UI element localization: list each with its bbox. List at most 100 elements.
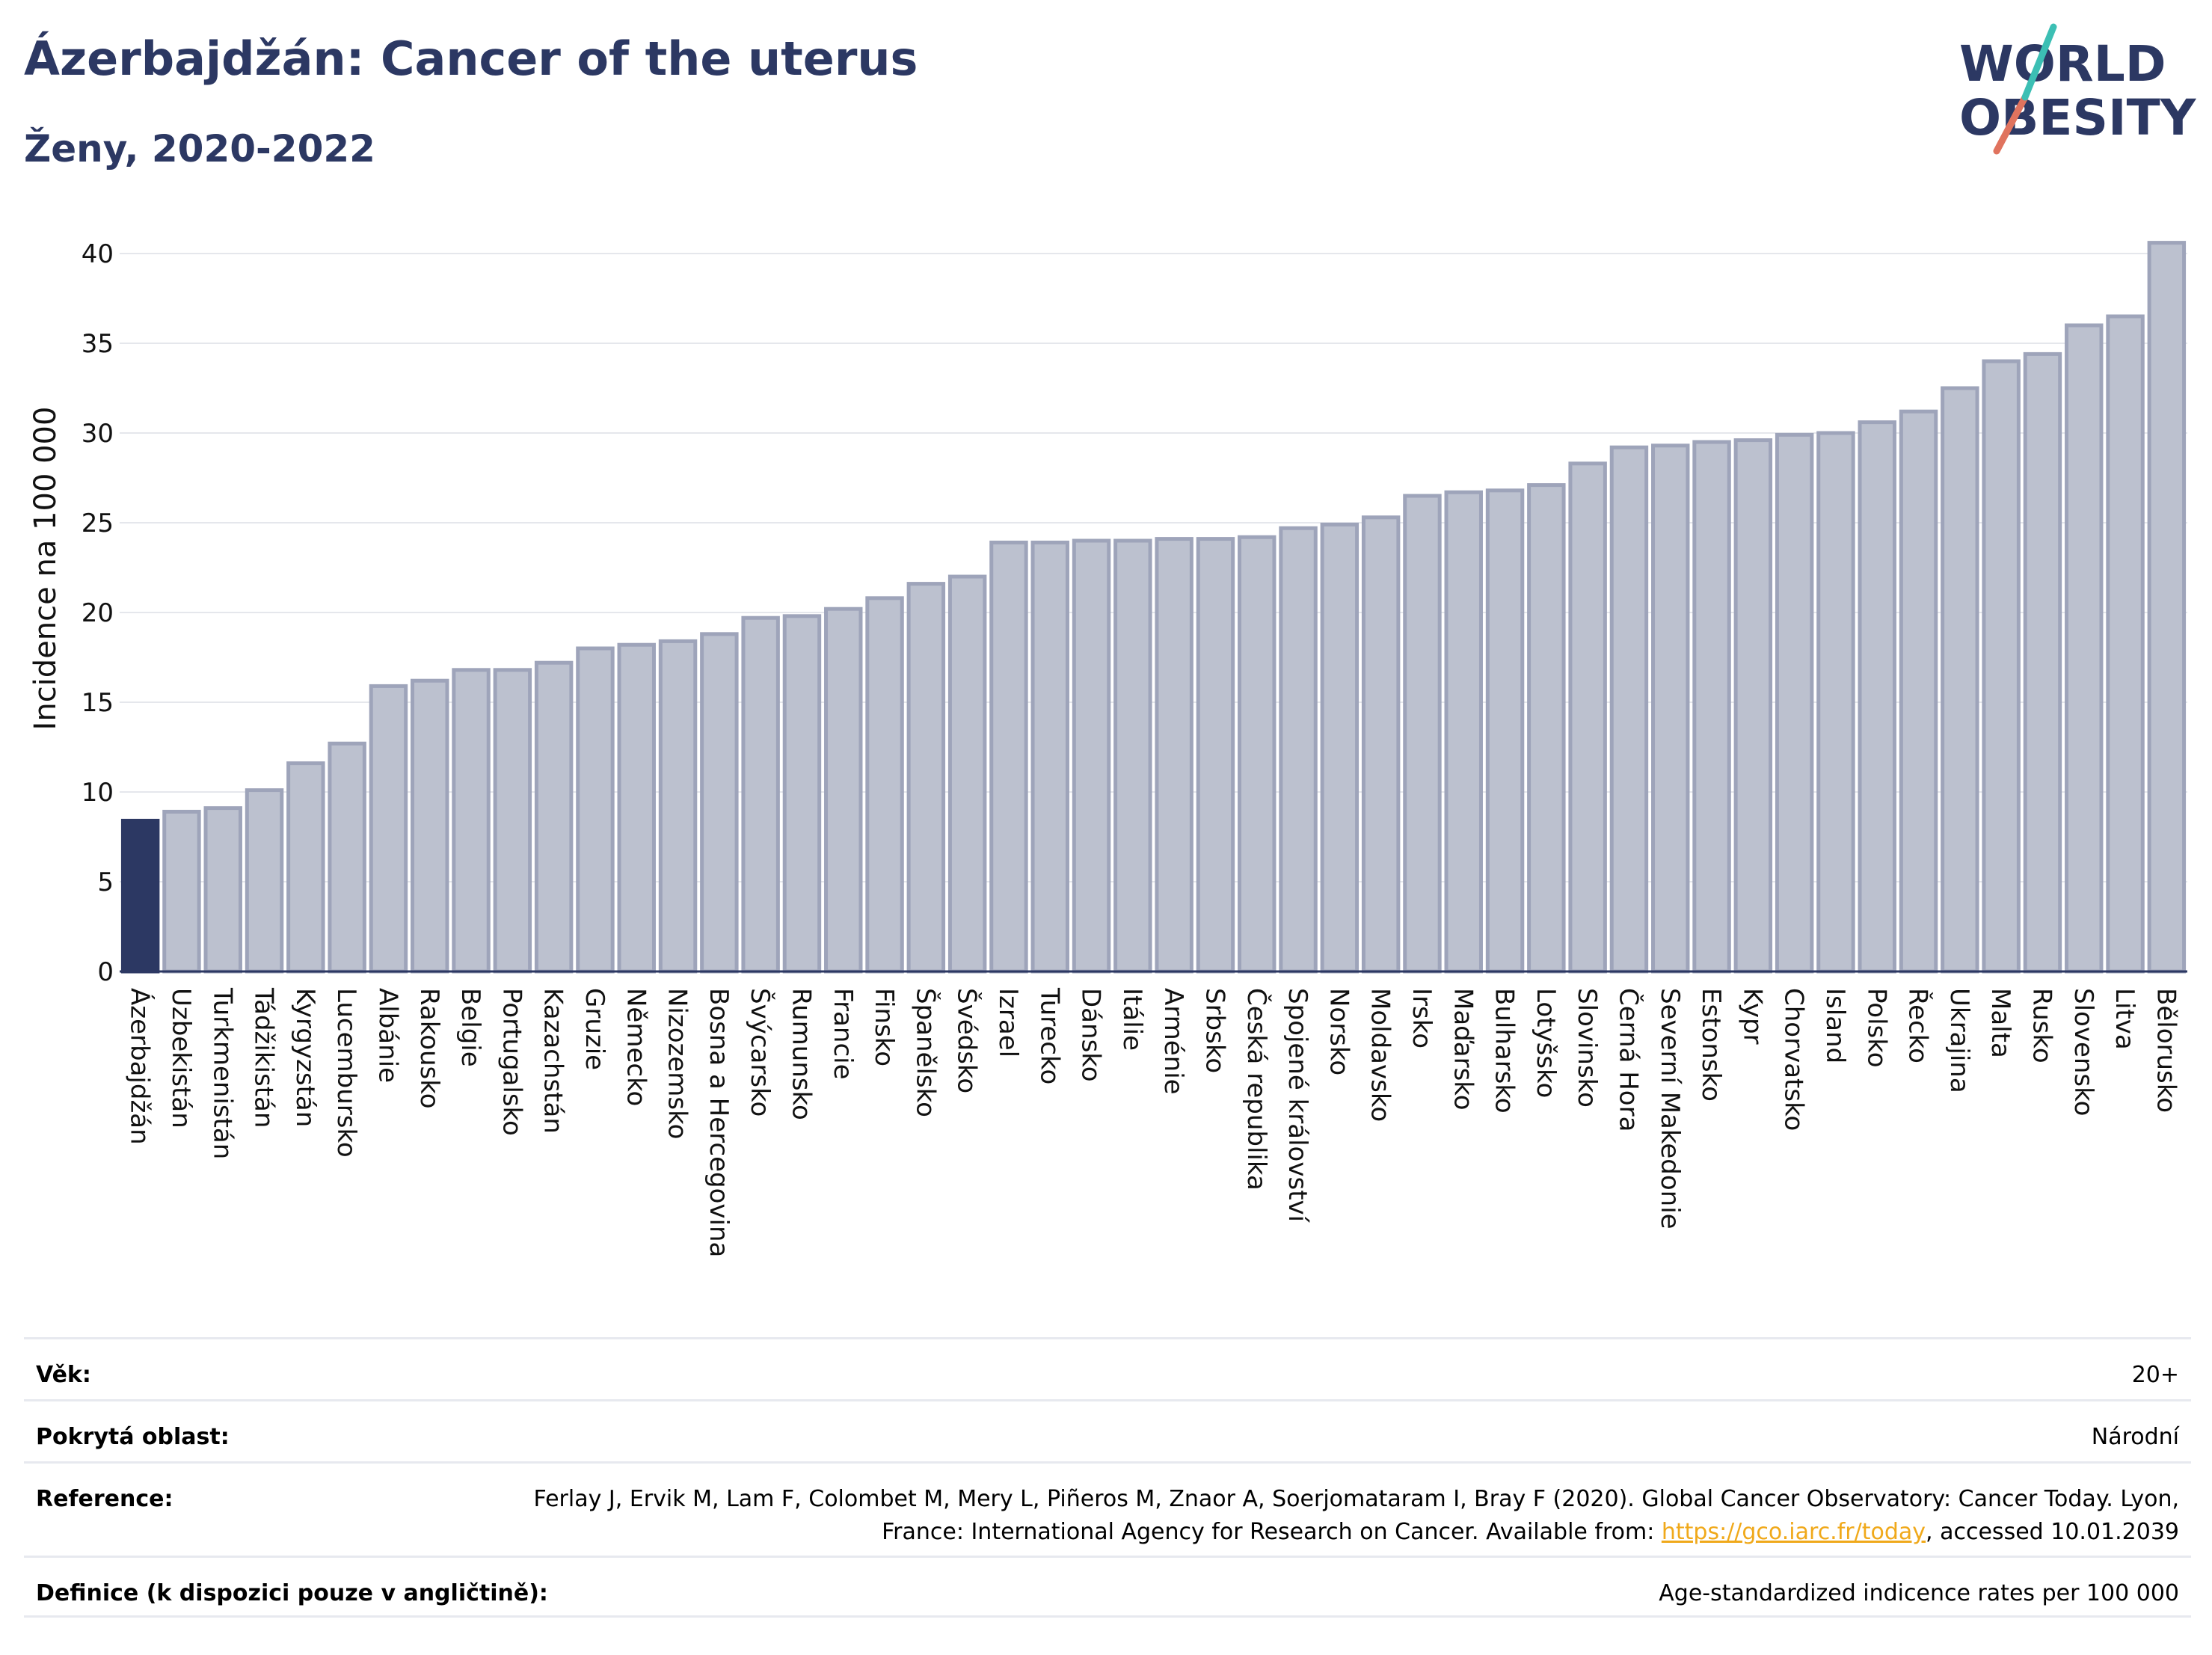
bar[interactable] xyxy=(1196,537,1235,974)
bar[interactable] xyxy=(1899,409,1938,974)
bar[interactable] xyxy=(1609,445,1649,974)
x-category-label: Bělorusko xyxy=(2151,988,2181,1113)
x-category-label: Maďarsko xyxy=(1448,988,1478,1111)
x-category-label: Rumunsko xyxy=(786,988,816,1120)
y-axis-title: Incidence na 100 000 xyxy=(28,407,63,731)
x-category-label: Bulharsko xyxy=(1490,988,1520,1114)
x-category-label: Rakousko xyxy=(414,988,444,1109)
bars xyxy=(120,241,2187,974)
logo-line-2: OBESITY xyxy=(1959,89,2197,147)
bar[interactable] xyxy=(865,596,904,974)
bar[interactable] xyxy=(1279,526,1318,974)
chart-title: Ázerbajdžán: Cancer of the uterus xyxy=(24,31,918,86)
x-category-label: Kazachstán xyxy=(538,988,568,1134)
bar[interactable] xyxy=(1444,490,1483,974)
x-category-label: Lotyšsko xyxy=(1531,988,1561,1098)
reference-link[interactable]: https://gco.iarc.fr/today xyxy=(1661,1519,1926,1545)
world-obesity-logo: WORLD OBESITY xyxy=(1959,23,2197,155)
x-category-label: Albánie xyxy=(372,988,402,1083)
bar[interactable] xyxy=(162,809,201,974)
bar[interactable] xyxy=(1568,461,1607,974)
bar[interactable] xyxy=(1403,494,1442,974)
x-category-label: Island xyxy=(1820,988,1850,1063)
x-category-label: Spojené království xyxy=(1282,988,1312,1223)
bar[interactable] xyxy=(1155,537,1193,974)
bar[interactable] xyxy=(658,639,698,974)
bar[interactable] xyxy=(576,646,615,974)
y-tick-label: 10 xyxy=(82,778,114,808)
bar[interactable] xyxy=(411,678,449,974)
x-category-label: Ázerbajdžán xyxy=(125,988,156,1145)
bar[interactable] xyxy=(989,540,1028,974)
logo-slash-coral xyxy=(1993,93,2029,155)
x-category-label: Německo xyxy=(621,988,651,1106)
bar[interactable] xyxy=(1816,431,1855,974)
x-category-label: Srbsko xyxy=(1199,988,1229,1073)
bar[interactable] xyxy=(906,582,946,974)
bar[interactable] xyxy=(2065,323,2104,974)
bar[interactable] xyxy=(203,806,242,974)
bar[interactable] xyxy=(617,642,656,974)
y-tick-labels: 0 5 10 15 20 25 30 35 40 xyxy=(82,239,114,987)
bar[interactable] xyxy=(534,660,574,974)
meta-row-definition: Definice (k dispozici pouze v angličtině… xyxy=(24,1556,2191,1618)
reference-text-2: , accessed 10.01.2039 xyxy=(1926,1519,2179,1545)
x-category-label: Polsko xyxy=(1861,988,1891,1068)
definition-value: Age-standardized indicence rates per 100… xyxy=(1659,1580,2179,1606)
x-category-label: Litva xyxy=(2110,988,2139,1050)
logo-line-1: WORLD xyxy=(1959,35,2166,93)
bar[interactable] xyxy=(1320,522,1360,974)
reference-value: Ferlay J, Ervik M, Lam F, Colombet M, Me… xyxy=(459,1483,2179,1549)
bar[interactable] xyxy=(1692,440,1731,974)
bar[interactable] xyxy=(1527,483,1566,974)
x-category-label: Turecko xyxy=(1034,987,1064,1084)
x-category-label: Tádžikistán xyxy=(249,987,279,1128)
y-tick-label: 25 xyxy=(82,509,114,538)
bar[interactable] xyxy=(824,607,863,974)
age-label: Věk: xyxy=(36,1362,91,1388)
y-tick-label: 5 xyxy=(97,868,114,897)
x-category-label: Slovinsko xyxy=(1572,988,1602,1108)
bar[interactable] xyxy=(369,684,408,974)
bar[interactable] xyxy=(328,741,366,974)
y-tick-label: 15 xyxy=(82,688,114,718)
area-value: Národní xyxy=(2091,1424,2179,1450)
bar[interactable] xyxy=(1485,488,1525,974)
bar[interactable] xyxy=(1030,540,1069,974)
bar[interactable] xyxy=(1072,538,1111,974)
bar[interactable] xyxy=(2147,241,2187,974)
x-category-label: Ukrajina xyxy=(1944,988,1974,1093)
bar[interactable] xyxy=(1113,538,1152,974)
x-category-label: Černá Hora xyxy=(1613,988,1644,1132)
bar[interactable] xyxy=(1941,386,1979,974)
bar[interactable] xyxy=(1775,432,1814,974)
bar[interactable] xyxy=(782,614,822,974)
x-category-label: Chorvatsko xyxy=(1779,988,1809,1131)
y-tick-label: 0 xyxy=(97,957,114,987)
metadata-table: Věk: 20+ Pokrytá oblast: Národní Referen… xyxy=(24,1337,2191,1618)
x-category-label: Nizozemsko xyxy=(663,988,692,1139)
bar[interactable] xyxy=(1733,438,1773,974)
x-category-label: Itálie xyxy=(1117,988,1147,1051)
bar[interactable] xyxy=(2106,314,2145,974)
bar-chart: 0 5 10 15 20 25 30 35 40 Ázerbajdžán Uzbekistán Tu… xyxy=(28,239,2187,1257)
logo-slash-teal xyxy=(2021,23,2057,101)
x-category-label: Irsko xyxy=(1407,988,1437,1048)
bar[interactable] xyxy=(1238,535,1276,974)
bar[interactable] xyxy=(1858,420,1896,974)
x-category-label: Turkmenistán xyxy=(207,987,237,1159)
bar[interactable] xyxy=(700,632,739,974)
bar[interactable] xyxy=(2023,351,2062,974)
bar[interactable] xyxy=(452,668,491,974)
bar[interactable] xyxy=(1651,443,1690,974)
bar[interactable] xyxy=(1361,515,1401,974)
x-category-label: Uzbekistán xyxy=(166,988,196,1129)
bar[interactable] xyxy=(1982,359,2021,974)
bar[interactable] xyxy=(120,818,160,974)
x-category-label: Slovensko xyxy=(2068,988,2098,1116)
bar[interactable] xyxy=(493,668,532,974)
bar[interactable] xyxy=(741,615,780,974)
bar[interactable] xyxy=(286,761,325,974)
bar[interactable] xyxy=(947,574,987,974)
bar[interactable] xyxy=(245,788,284,974)
